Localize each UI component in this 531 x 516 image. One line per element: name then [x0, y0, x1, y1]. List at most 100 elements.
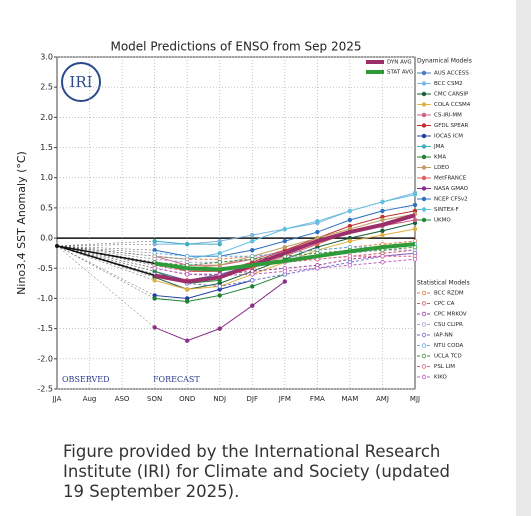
caption-line: Institute (IRI) for Climate and Society … [63, 462, 450, 481]
observed-connector [56, 245, 155, 251]
legend-marker [421, 175, 427, 181]
caption: Figure provided by the International Res… [63, 442, 503, 502]
y-tick-label: 2.5 [40, 83, 53, 92]
model-point [412, 257, 418, 262]
model-line [154, 279, 253, 299]
y-tick-label: -1.0 [37, 294, 53, 303]
legend-marker [421, 102, 427, 107]
model-point [315, 218, 320, 224]
model-point [380, 228, 385, 234]
caption-line: Figure provided by the International Res… [63, 442, 441, 461]
legend-title: Statistical Models [417, 280, 470, 287]
x-tick-label: Aug [83, 395, 97, 403]
observed-connector [56, 245, 155, 265]
legend-label: NASA GMAO [434, 186, 469, 192]
legend-label: NCEP CFSv2 [434, 197, 468, 203]
model-point [250, 247, 255, 253]
forecast-label: FORECAST [153, 375, 200, 384]
chart-title: Model Predictions of ENSO from Sep 2025 [110, 40, 361, 54]
y-tick-label: -1.5 [37, 324, 53, 333]
observed-connector [56, 245, 155, 328]
y-tick-label: 0.0 [40, 234, 53, 243]
model-point [152, 278, 157, 283]
legend-label: KMA [434, 155, 446, 161]
legend-label: COLA CCSM4 [434, 102, 471, 108]
y-tick-label: 3.0 [40, 53, 53, 62]
legend-marker [421, 196, 427, 202]
model-point [347, 254, 353, 259]
x-tick-label: MAM [341, 395, 358, 403]
model-point [412, 217, 418, 223]
model-point [250, 303, 255, 308]
legend-label: GFDL SPEAR [434, 123, 469, 129]
legend-label: MetFRANCE [434, 176, 467, 182]
legend-label: BCC CSM2 [434, 81, 463, 87]
model-point [184, 299, 190, 304]
y-tick-label: -2.5 [37, 385, 53, 394]
average-line [154, 242, 416, 272]
y-tick-label: 0.5 [40, 203, 53, 212]
legend-label: UCLA TCD [434, 354, 462, 360]
x-tick-label: SON [147, 395, 162, 403]
legend-marker [421, 364, 427, 369]
model-point [217, 241, 222, 247]
average-line [154, 213, 416, 284]
model-point [217, 260, 222, 265]
model-point [282, 226, 288, 232]
y-tick-label: 1.5 [40, 143, 53, 152]
legend-label: SINTEX-F [434, 207, 459, 213]
legend-marker [421, 186, 427, 191]
model-point [217, 254, 222, 259]
model-point [347, 238, 353, 244]
observed-connector [56, 245, 155, 281]
observed-connector [56, 245, 155, 269]
legend-marker [421, 207, 427, 212]
model-point [184, 338, 190, 343]
model-point [184, 241, 190, 247]
legend-marker [421, 112, 427, 118]
model-point [152, 296, 157, 301]
legend-label: DYN AVG [387, 60, 412, 66]
model-point [217, 293, 222, 298]
legend-label: PSL LIM [434, 364, 455, 370]
model-point [282, 244, 288, 250]
model-point [282, 238, 288, 244]
legend-label: AUS ACCESS [434, 71, 469, 77]
legend-marker [421, 91, 427, 97]
y-axis-label: Nino3.4 SST Anomaly (°C) [15, 151, 28, 295]
observed-connector [56, 243, 155, 247]
model-point [347, 208, 353, 214]
model-point [250, 284, 255, 289]
legend-title: Dynamical Models [417, 58, 472, 65]
legend-marker [421, 165, 427, 170]
legend-marker [421, 154, 427, 160]
legend-marker [421, 217, 427, 223]
legend-label: KIKO [434, 375, 448, 381]
side-panel [516, 0, 531, 516]
logo-text: IRI [69, 73, 92, 91]
model-point [250, 278, 255, 283]
y-tick-label: 2.0 [40, 113, 53, 122]
x-tick-label: ASO [115, 395, 130, 403]
legend-marker [421, 311, 427, 317]
legend-label: CMC CANSIP [434, 92, 469, 98]
model-point [250, 232, 255, 238]
legend-label: CSU CLIPR [434, 322, 463, 328]
x-tick-label: NDJ [213, 395, 226, 403]
legend-label: IAP-NN [434, 333, 453, 339]
model-point [152, 250, 157, 256]
observed-connector [56, 245, 155, 299]
legend-label: NTU CODA [434, 343, 464, 349]
legend-marker [421, 332, 427, 338]
y-tick-label: -2.0 [37, 354, 53, 363]
model-point [250, 272, 255, 277]
model-point [380, 217, 385, 223]
model-point [152, 266, 157, 271]
model-point [250, 238, 255, 244]
legend-marker [421, 70, 427, 76]
observed-label: OBSERVED [62, 375, 110, 384]
legend-marker [421, 133, 427, 139]
legend-label: CPC MRKOV [434, 312, 467, 318]
legend-label: UKMO [434, 218, 451, 224]
